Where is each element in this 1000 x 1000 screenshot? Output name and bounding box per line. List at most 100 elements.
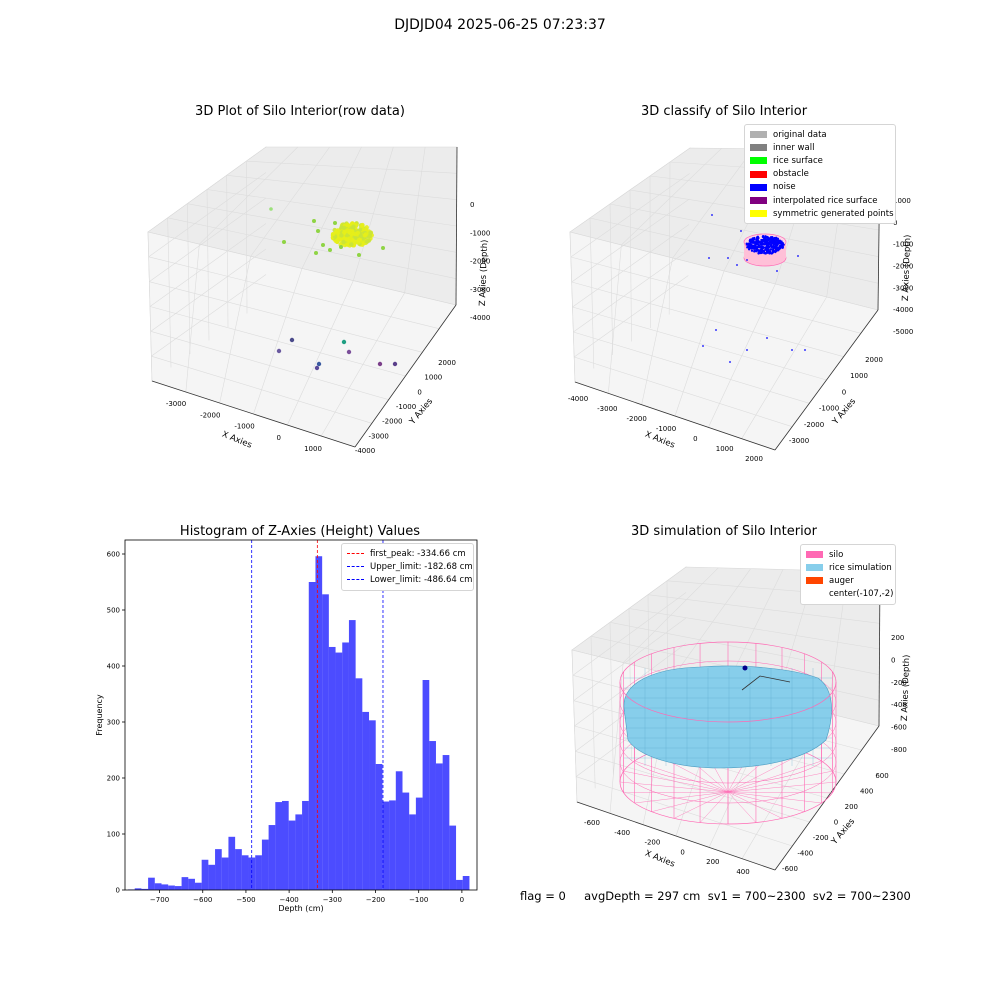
data-point [344,232,349,237]
data-point [351,233,356,239]
x-tick-label: 200 [706,858,719,866]
data-point [753,244,756,247]
data-point [755,236,759,239]
data-point [350,238,356,244]
data-point [367,233,372,239]
data-point [342,223,347,228]
data-point [358,233,364,239]
x-tick-label: -2000 [626,415,646,423]
data-point [780,242,784,246]
data-point [767,248,770,252]
data-point [756,248,759,251]
data-point [349,224,354,230]
data-point [740,230,742,232]
data-point [358,228,364,233]
silo-wall [727,791,757,823]
data-point [776,270,778,272]
data-point [756,242,760,246]
data-point [364,229,369,235]
grid-line [250,146,330,257]
data-point [764,242,767,246]
plot-frame [124,539,478,891]
grid-line [199,146,299,245]
data-point [358,231,363,237]
legend-item: noise [750,181,890,194]
histogram-bar [389,800,396,890]
data-point [779,242,783,245]
data-point [745,243,749,246]
data-point [350,225,356,231]
data-point [711,214,713,216]
data-point [331,232,337,237]
data-point [362,238,368,243]
data-point [750,249,754,252]
data-point [760,249,763,252]
data-point [757,252,760,255]
y-tick-label: -600 [782,865,798,873]
data-point [363,232,368,237]
data-point [764,235,767,238]
legend-item: rice surface [750,154,890,167]
data-point [756,248,759,251]
data-point [750,246,753,249]
data-point [350,227,355,232]
histogram-bar [415,797,423,890]
data-point [766,244,769,247]
legend-label: rice surface [773,155,823,166]
legend-swatch [750,144,767,152]
data-point [748,239,752,243]
grid-line [725,569,784,689]
data-point [346,223,351,228]
grid-line [590,636,596,789]
data-point [781,246,784,249]
data-point [776,244,779,247]
data-point [756,235,760,239]
silo-wall [699,791,729,823]
x-tick-label: 0 [680,848,684,856]
data-point [760,247,764,250]
data-point [366,238,371,243]
data-point [316,361,322,367]
data-point [757,244,761,247]
data-point [761,235,765,239]
data-point [332,227,337,233]
legend-swatch [806,577,823,585]
data-point [778,245,781,249]
data-point [351,239,356,244]
data-point [770,241,774,245]
x-tick-label: -3000 [597,405,617,413]
data-point [352,235,357,241]
data-point [757,249,761,253]
data-point [357,229,363,234]
data-point [361,237,366,242]
legend-label: silo [829,549,844,560]
z-tick-label: -3000 [470,286,490,294]
data-point [339,234,344,239]
data-point [760,251,764,254]
data-point [354,221,359,227]
data-point [751,237,755,240]
data-point [312,219,316,223]
data-point [344,237,349,242]
data-point [778,246,782,250]
data-point [702,345,704,347]
data-point [761,241,764,244]
legend-swatch [806,551,823,559]
data-point [768,250,771,254]
data-point [361,237,366,242]
grid-line [149,223,267,307]
data-point [765,238,768,241]
data-point [349,239,355,244]
data-point [333,221,337,225]
data-point [361,237,367,242]
data-point [752,244,755,247]
histogram-bar [188,878,195,890]
x-tick-label: −400 [280,896,299,904]
data-point [339,223,345,228]
data-point [765,241,769,245]
data-point [772,249,776,253]
grid-line [666,580,669,734]
data-point [351,225,356,231]
data-point [759,245,763,249]
data-point [778,241,781,244]
